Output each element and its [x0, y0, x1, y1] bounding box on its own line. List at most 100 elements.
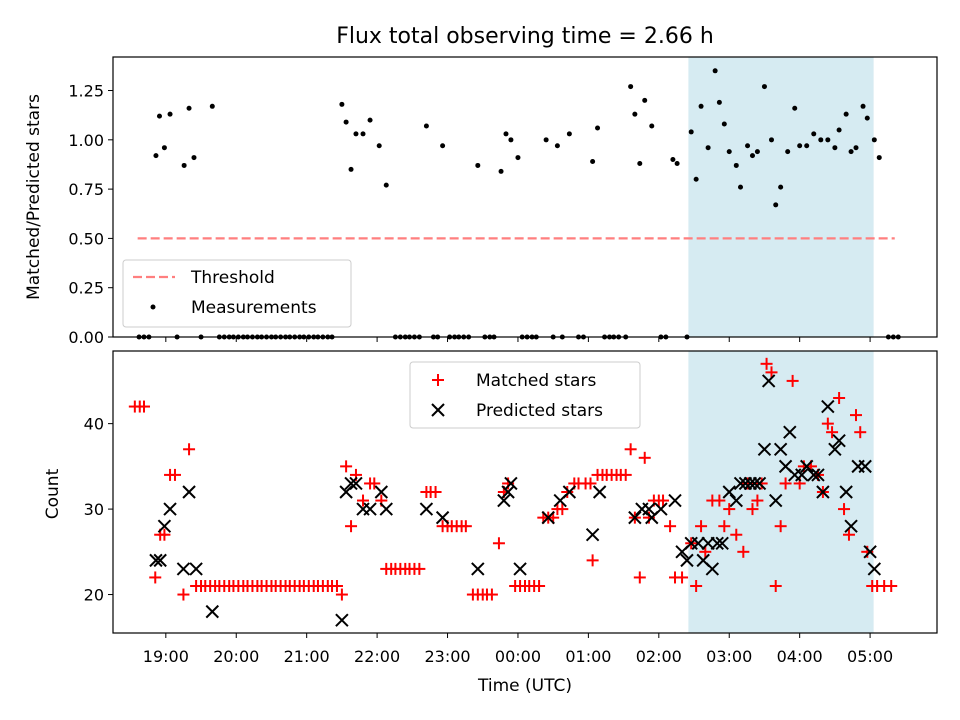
top-x-axis-ticks	[165, 337, 871, 342]
measurement-point	[860, 103, 866, 109]
predicted-star-point	[705, 562, 720, 576]
x-tick-label: 01:00	[565, 647, 611, 666]
matched-star-point	[330, 580, 343, 592]
measurement-point	[376, 143, 382, 149]
measurement-point	[353, 131, 359, 137]
matched-star-point	[838, 503, 851, 516]
measurement-point	[440, 143, 446, 149]
measurement-point	[508, 137, 514, 143]
predicted-star-point	[504, 476, 518, 491]
predicted-star-point	[163, 502, 177, 516]
matched-star-point	[619, 468, 632, 481]
measurement-point	[543, 137, 549, 143]
measurement-point	[595, 125, 601, 131]
measurement-point	[871, 137, 877, 143]
predicted-star-point	[585, 528, 600, 542]
predicted-star-point	[497, 493, 511, 508]
matched-star-point	[340, 460, 353, 473]
measurement-point	[181, 162, 187, 168]
measurement-point	[649, 123, 655, 129]
top-panel: 0.00 0.25 0.50 0.75 1.00 1.25 Matched/Predict…	[24, 56, 938, 347]
measurement-point	[590, 159, 596, 165]
x-tick-label: 21:00	[284, 647, 330, 666]
measurement-point	[853, 145, 859, 151]
predicted-star-point	[795, 468, 809, 482]
matched-star-point	[168, 468, 181, 481]
matched-star-point	[638, 451, 651, 464]
predicted-star-point	[149, 553, 163, 568]
top-y-tick-label: 0.00	[68, 328, 104, 347]
matched-star-point	[368, 477, 381, 490]
measurement-point	[792, 105, 798, 111]
matched-star-point	[556, 503, 569, 516]
predicted-star-point	[811, 468, 825, 482]
matched-star-point	[774, 520, 787, 533]
top-y-tick-label: 1.25	[68, 82, 104, 101]
matched-star-point	[842, 528, 855, 541]
measurement-point	[628, 84, 634, 90]
matched-star-point	[485, 588, 498, 601]
measurement-point	[156, 113, 162, 119]
measurement-point	[153, 153, 159, 159]
matched-star-point	[751, 494, 764, 507]
bottom-y-tick-label: 40	[84, 415, 104, 434]
measurement-point	[705, 145, 711, 151]
top-y-tick-label: 0.25	[68, 279, 104, 298]
predicted-star-point	[349, 476, 363, 491]
chart-title: Flux total observing time = 2.66 h	[336, 24, 714, 49]
predicted-star-point	[757, 442, 772, 456]
top-y-tick-label: 1.00	[68, 131, 104, 150]
matched-star-point	[885, 580, 898, 592]
predicted-star-point	[821, 399, 835, 414]
matched-star-point	[718, 520, 731, 533]
matched-star-point	[533, 580, 546, 592]
measurement-point	[498, 168, 504, 174]
measurement-point	[721, 121, 727, 127]
matched-star-point	[586, 554, 599, 567]
measurement-point	[804, 143, 810, 149]
measurement-point	[773, 202, 779, 208]
x-tick-label: 04:00	[777, 647, 823, 666]
measurement-point	[698, 103, 704, 109]
matched-star-point	[854, 426, 867, 439]
measurement-point	[712, 68, 718, 74]
measurement-point	[632, 111, 638, 117]
top-y-tick-label: 0.50	[68, 229, 104, 248]
matched-legend-label: Matched stars	[476, 371, 596, 391]
matched-star-point	[492, 537, 505, 550]
measurement-point	[836, 127, 842, 133]
bottom-y-tick-label: 20	[84, 586, 104, 605]
matched-star-point	[657, 494, 670, 507]
measurements-legend-label: Measurements	[191, 298, 317, 318]
x-tick-label: 02:00	[636, 647, 682, 666]
predicted-star-point	[807, 468, 821, 482]
matched-star-point	[826, 426, 839, 439]
measurement-point	[674, 160, 680, 166]
threshold-legend-label: Threshold	[190, 268, 275, 288]
matched-star-point	[561, 486, 574, 498]
matched-star-point	[695, 520, 708, 533]
measurement-point	[515, 155, 521, 161]
matched-star-point	[633, 571, 646, 584]
measurements-legend-marker	[150, 304, 156, 310]
predicted-star-point	[205, 604, 220, 619]
matched-star-point	[459, 520, 472, 533]
matched-star-point	[183, 443, 196, 456]
matched-star-point	[746, 503, 759, 516]
measurement-point	[761, 84, 767, 90]
predicted-star-point	[747, 476, 762, 491]
top-legend-box	[122, 259, 352, 328]
matched-star-point	[760, 357, 773, 370]
measurement-point	[637, 160, 643, 166]
measurement-point	[832, 145, 838, 151]
matched-star-point	[345, 520, 358, 533]
predicted-star-point	[680, 553, 694, 568]
predicted-star-point	[471, 562, 485, 576]
matched-star-point	[624, 443, 637, 456]
predicted-star-point	[710, 536, 724, 550]
matched-star-point	[737, 545, 750, 558]
matched-star-point	[821, 417, 834, 430]
x-tick-label: 19:00	[143, 647, 189, 666]
predicted-legend-marker	[431, 403, 445, 417]
predicted-star-point	[642, 502, 656, 516]
